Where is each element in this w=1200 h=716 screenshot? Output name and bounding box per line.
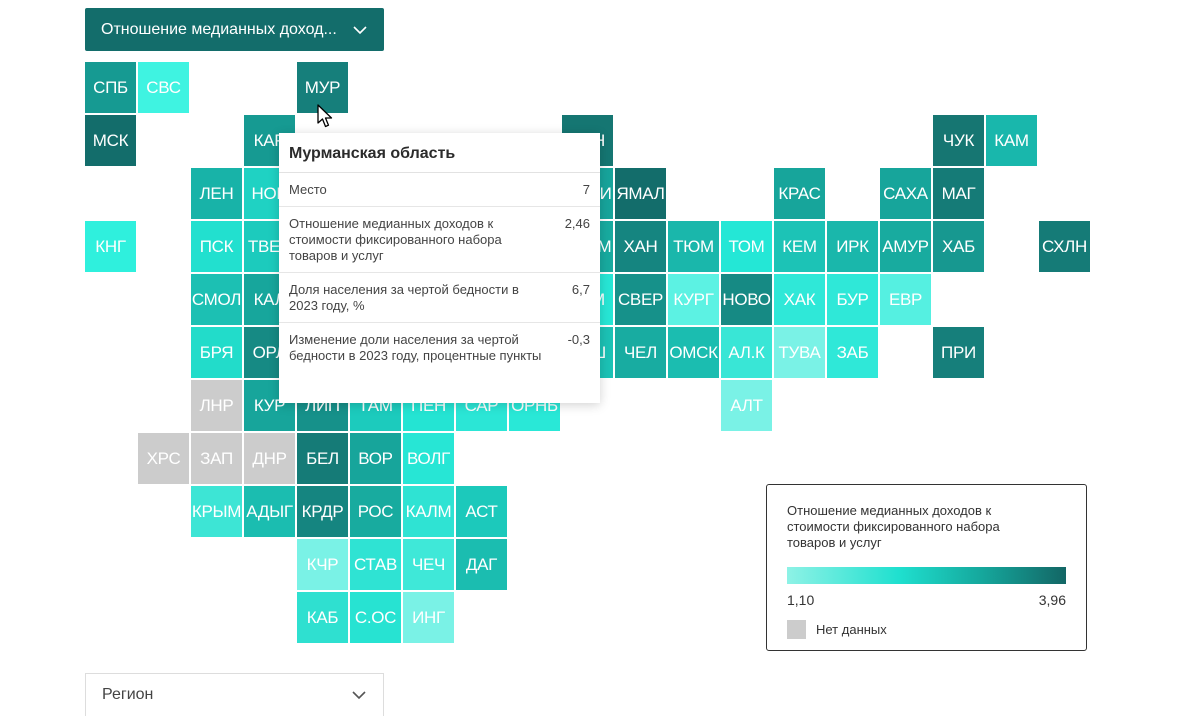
region-tile-тюм[interactable]: ТЮМ xyxy=(668,221,719,272)
region-tile-днр[interactable]: ДНР xyxy=(244,433,295,484)
chevron-down-icon xyxy=(353,25,367,34)
region-tile-зап[interactable]: ЗАП xyxy=(191,433,242,484)
region-tile-омск[interactable]: ОМСК xyxy=(668,327,719,378)
tooltip-row-income-ratio: Отношение медианных доходов к стоимости … xyxy=(279,207,600,273)
region-tile-мур[interactable]: МУР xyxy=(297,62,348,113)
region-tile-бел[interactable]: БЕЛ xyxy=(297,433,348,484)
tooltip-row-label: Изменение доли населения за чертой бедно… xyxy=(289,332,542,363)
tooltip-row-value: 7 xyxy=(582,182,590,197)
region-tile-маг[interactable]: МАГ xyxy=(933,168,984,219)
region-tile-кам[interactable]: КАМ xyxy=(986,115,1037,166)
region-tile-бур[interactable]: БУР xyxy=(827,274,878,325)
tooltip-row-label: Отношение медианных доходов к стоимости … xyxy=(289,216,502,263)
tooltip-row-label: Доля населения за чертой бедности в 2023… xyxy=(289,282,519,313)
legend-min-value: 1,10 xyxy=(787,592,815,608)
region-tile-кчр[interactable]: КЧР xyxy=(297,539,348,590)
region-tile-спб[interactable]: СПБ xyxy=(85,62,136,113)
mouse-pointer-icon xyxy=(317,104,333,128)
map-legend: Отношение медианных доходов к стоимости … xyxy=(766,484,1087,651)
region-tile-калм[interactable]: КАЛМ xyxy=(403,486,454,537)
region-dropdown-label: Регион xyxy=(102,686,154,703)
region-tile-хак[interactable]: ХАК xyxy=(774,274,825,325)
region-tile-заб[interactable]: ЗАБ xyxy=(827,327,878,378)
region-tile-чеч[interactable]: ЧЕЧ xyxy=(403,539,454,590)
region-tile-алт[interactable]: АЛТ xyxy=(721,380,772,431)
region-dropdown[interactable]: Регион xyxy=(85,673,384,716)
chevron-down-icon xyxy=(352,691,366,700)
region-tile-ново[interactable]: НОВО xyxy=(721,274,772,325)
legend-color-scale xyxy=(787,567,1066,584)
tooltip-row-poverty-change: Изменение доли населения за чертой бедно… xyxy=(279,323,600,372)
legend-no-data: Нет данных xyxy=(787,620,1066,639)
region-tile-ямал[interactable]: ЯМАЛ xyxy=(615,168,666,219)
legend-max-value: 3,96 xyxy=(1038,592,1066,608)
tooltip-row-value: 2,46 xyxy=(564,216,590,231)
region-tile-ирк[interactable]: ИРК xyxy=(827,221,878,272)
tooltip-row-rank: Место 7 xyxy=(279,173,600,207)
region-tile-чук[interactable]: ЧУК xyxy=(933,115,984,166)
region-tile-крдр[interactable]: КРДР xyxy=(297,486,348,537)
region-tile-смол[interactable]: СМОЛ xyxy=(191,274,242,325)
tooltip-row-poverty-share: Доля населения за чертой бедности в 2023… xyxy=(279,273,600,323)
region-tile-кург[interactable]: КУРГ xyxy=(668,274,719,325)
region-tile-рос[interactable]: РОС xyxy=(350,486,401,537)
region-tile-тува[interactable]: ТУВА xyxy=(774,327,825,378)
region-tile-схлн[interactable]: СХЛН xyxy=(1039,221,1090,272)
indicator-dropdown[interactable]: Отношение медианных доход... xyxy=(85,8,384,51)
region-tile-вор[interactable]: ВОР xyxy=(350,433,401,484)
region-tile-хаб[interactable]: ХАБ xyxy=(933,221,984,272)
indicator-dropdown-label: Отношение медианных доход... xyxy=(101,20,337,38)
legend-scale-labels: 1,10 3,96 xyxy=(787,592,1066,608)
region-tile-том[interactable]: ТОМ xyxy=(721,221,772,272)
region-tile-лнр[interactable]: ЛНР xyxy=(191,380,242,431)
region-tile-каб[interactable]: КАБ xyxy=(297,592,348,643)
region-tile-крас[interactable]: КРАС xyxy=(774,168,825,219)
region-tile-лен[interactable]: ЛЕН xyxy=(191,168,242,219)
region-tile-при[interactable]: ПРИ xyxy=(933,327,984,378)
region-tile-хан[interactable]: ХАН xyxy=(615,221,666,272)
region-tile-пск[interactable]: ПСК xyxy=(191,221,242,272)
region-tile-ал.к[interactable]: АЛ.К xyxy=(721,327,772,378)
region-tile-кем[interactable]: КЕМ xyxy=(774,221,825,272)
legend-title: Отношение медианных доходов к стоимости … xyxy=(787,503,1000,550)
region-tile-инг[interactable]: ИНГ xyxy=(403,592,454,643)
region-tile-крым[interactable]: КРЫМ xyxy=(191,486,242,537)
tooltip-row-value: 6,7 xyxy=(571,282,590,297)
region-tile-адыг[interactable]: АДЫГ xyxy=(244,486,295,537)
region-tile-мск[interactable]: МСК xyxy=(85,115,136,166)
region-tooltip: Мурманская область Место 7 Отношение мед… xyxy=(279,133,600,403)
region-tile-хрс[interactable]: ХРС xyxy=(138,433,189,484)
region-tile-бря[interactable]: БРЯ xyxy=(191,327,242,378)
no-data-swatch xyxy=(787,620,806,639)
region-tile-свс[interactable]: СВС xyxy=(138,62,189,113)
region-tile-свер[interactable]: СВЕР xyxy=(615,274,666,325)
region-tile-став[interactable]: СТАВ xyxy=(350,539,401,590)
region-tile-амур[interactable]: АМУР xyxy=(880,221,931,272)
region-tile-саха[interactable]: САХА xyxy=(880,168,931,219)
region-tile-даг[interactable]: ДАГ xyxy=(456,539,507,590)
tooltip-row-value: -0,3 xyxy=(567,332,590,347)
region-tile-с.ос[interactable]: С.ОС xyxy=(350,592,401,643)
tooltip-row-label: Место xyxy=(289,182,327,197)
region-tile-кнг[interactable]: КНГ xyxy=(85,221,136,272)
region-tile-волг[interactable]: ВОЛГ xyxy=(403,433,454,484)
region-tile-евр[interactable]: ЕВР xyxy=(880,274,931,325)
region-tile-чел[interactable]: ЧЕЛ xyxy=(615,327,666,378)
region-tile-аст[interactable]: АСТ xyxy=(456,486,507,537)
tooltip-title: Мурманская область xyxy=(279,133,600,173)
no-data-label: Нет данных xyxy=(816,622,887,637)
